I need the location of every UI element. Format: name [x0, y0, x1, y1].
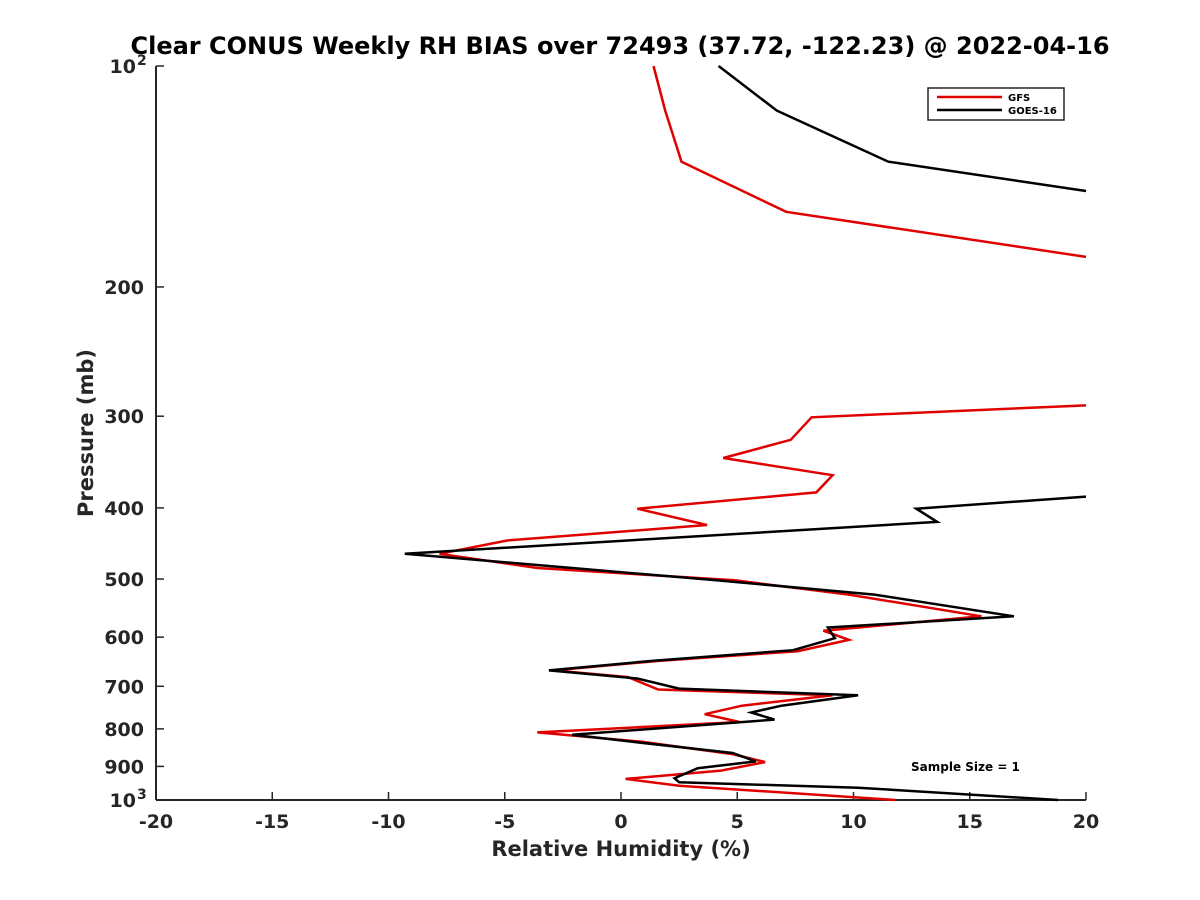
y-tick-label: 800: [104, 719, 144, 741]
y-tick-label: 900: [104, 756, 144, 778]
y-tick-label: 700: [104, 676, 144, 698]
series-line-goes-16: [717, 65, 1087, 193]
x-tick-label: -5: [494, 811, 515, 833]
x-axis-label: Relative Humidity (%): [491, 837, 750, 861]
y-tick-exponent: 2: [137, 53, 147, 69]
y-tick-label: 500: [104, 569, 144, 591]
y-axis-label: Pressure (mb): [74, 349, 98, 517]
series-line-goes-16: [404, 495, 1087, 802]
x-tick-label: -10: [371, 811, 405, 833]
x-tick-label: -20: [139, 811, 173, 833]
x-tick-label: 15: [957, 811, 983, 833]
legend-box: [927, 87, 1065, 121]
axes: [155, 66, 1086, 801]
x-tick-label: 20: [1073, 811, 1099, 833]
legend-label-goes-16: GOES-16: [1008, 106, 1057, 117]
series-line-gfs: [439, 404, 1087, 802]
series-line-gfs: [652, 65, 1087, 259]
x-tick-label: 0: [614, 811, 627, 833]
x-ticks: -20 -15 -10 -5 0 5 10 15 20: [139, 792, 1099, 833]
series-layer: [404, 65, 1087, 802]
y-tick-label: 10: [110, 790, 136, 812]
y-tick-exponent: 3: [137, 787, 147, 803]
legend-label-gfs: GFS: [1008, 93, 1030, 104]
x-tick-label: -15: [255, 811, 289, 833]
y-tick-label: 200: [104, 277, 144, 299]
sample-size-annotation: Sample Size = 1: [911, 760, 1020, 774]
y-tick-label: 400: [104, 498, 144, 520]
y-tick-label: 10: [110, 56, 136, 78]
x-tick-label: 10: [840, 811, 866, 833]
legend: GFS GOES-16: [927, 87, 1065, 121]
y-tick-label: 300: [104, 406, 144, 428]
y-tick-label: 600: [104, 627, 144, 649]
x-tick-label: 5: [731, 811, 744, 833]
chart-title: Clear CONUS Weekly RH BIAS over 72493 (3…: [130, 32, 1109, 60]
